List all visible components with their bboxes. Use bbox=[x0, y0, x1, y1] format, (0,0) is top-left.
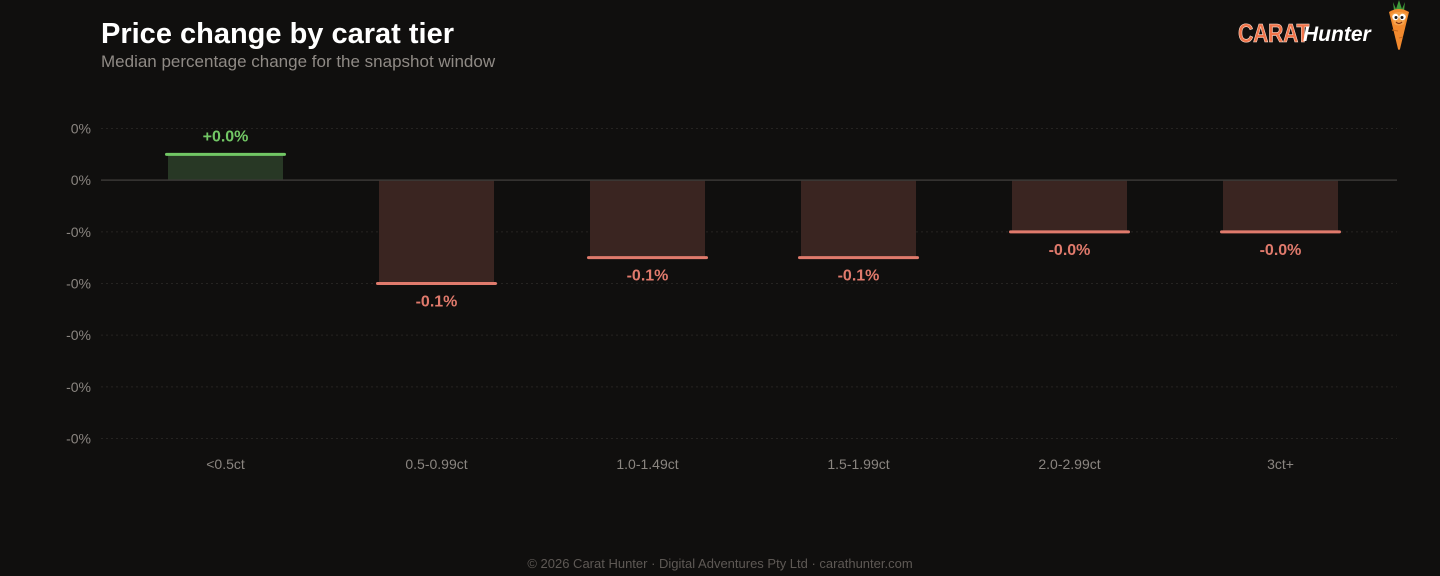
bar-value-label: -0.0% bbox=[1260, 242, 1302, 259]
x-tick-label: 0.5-0.99ct bbox=[405, 456, 467, 472]
bar-value-label: +0.0% bbox=[203, 128, 249, 145]
x-tick-label: 1.5-1.99ct bbox=[827, 456, 889, 472]
y-tick-label: -0% bbox=[66, 431, 91, 447]
x-tick-label: 3ct+ bbox=[1267, 456, 1294, 472]
logo-word-carat: CARAT bbox=[1238, 18, 1310, 49]
y-tick-label: -0% bbox=[66, 276, 91, 292]
y-tick-label: -0% bbox=[66, 379, 91, 395]
bar-value-label: -0.1% bbox=[416, 294, 458, 311]
bar-value-label: -0.1% bbox=[627, 268, 669, 285]
y-tick-label: -0% bbox=[66, 327, 91, 343]
chart-title: Price change by carat tier bbox=[101, 18, 454, 50]
y-tick-label: 0% bbox=[71, 121, 91, 137]
bar-chart: 0% 0% -0% -0% -0% -0% -0% +0.0% <0.5ct -0.1% 0.5-0… bbox=[66, 121, 1397, 472]
carrot-mascot-icon bbox=[1389, 0, 1409, 50]
bar bbox=[590, 180, 705, 258]
bar-value-label: -0.0% bbox=[1049, 242, 1091, 259]
x-tick-label: 2.0-2.99ct bbox=[1038, 456, 1100, 472]
logo-word-hunter: Hunter bbox=[1303, 23, 1371, 46]
bar bbox=[801, 180, 916, 258]
bar-value-label: -0.1% bbox=[838, 268, 880, 285]
bar bbox=[379, 180, 494, 284]
y-tick-label: -0% bbox=[66, 224, 91, 240]
brand-logo[interactable]: CARAT Hunter bbox=[1238, 0, 1428, 56]
x-tick-label: <0.5ct bbox=[206, 456, 245, 472]
bar bbox=[1223, 180, 1338, 232]
bar bbox=[168, 154, 283, 181]
x-tick-label: 1.0-1.49ct bbox=[616, 456, 678, 472]
bar bbox=[1012, 180, 1127, 232]
y-tick-label: 0% bbox=[71, 172, 91, 188]
footer-text: © 2026 Carat Hunter · Digital Adventures… bbox=[527, 556, 913, 571]
chart-subtitle: Median percentage change for the snapsho… bbox=[101, 52, 496, 71]
